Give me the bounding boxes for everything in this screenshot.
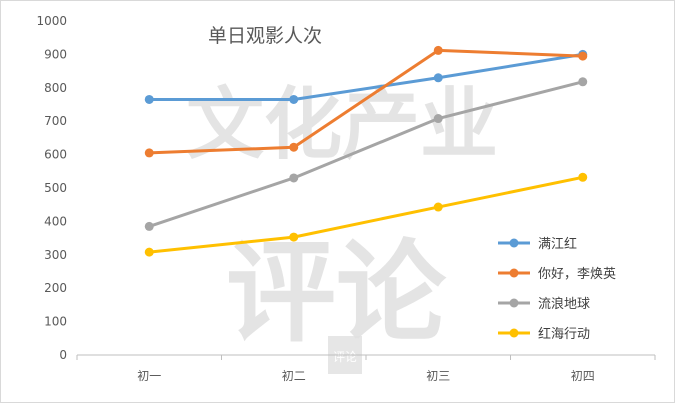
legend-item: 满江红 — [498, 236, 577, 252]
legend-label: 满江红 — [538, 236, 577, 252]
y-tick-label: 900 — [44, 47, 67, 61]
series-line — [147, 80, 585, 228]
data-point — [578, 51, 588, 61]
legend-swatch-marker — [509, 238, 519, 248]
data-point — [433, 45, 443, 55]
data-point — [289, 173, 299, 183]
series-line — [147, 48, 585, 155]
series-line — [147, 175, 585, 254]
y-tick-label: 1000 — [36, 14, 67, 28]
legend-label: 红海行动 — [538, 326, 590, 342]
series-3 — [144, 172, 588, 257]
watermark-bottom-text: 评论 — [226, 228, 447, 357]
data-point — [144, 247, 154, 257]
y-tick-label: 500 — [44, 181, 67, 195]
y-tick-label: 400 — [44, 214, 67, 228]
watermark: 文化产业 评论 评论 — [186, 79, 498, 374]
y-tick-label: 200 — [44, 281, 67, 295]
legend-item: 流浪地球 — [498, 297, 590, 312]
data-point — [289, 142, 299, 152]
data-point — [289, 94, 299, 104]
legend-swatch-marker — [509, 298, 519, 308]
series-line — [147, 52, 585, 101]
series-layer — [144, 45, 588, 257]
legend-item: 你好，李焕英 — [498, 267, 616, 282]
data-point — [289, 232, 299, 242]
legend-label: 流浪地球 — [538, 297, 590, 312]
y-tick-label: 100 — [44, 315, 67, 329]
watermark-top-text: 文化产业 — [186, 79, 498, 170]
data-point — [433, 73, 443, 83]
x-tick-label: 初二 — [282, 369, 306, 383]
chart-title: 单日观影人次 — [208, 25, 322, 47]
watermark-seal-text: 评论 — [333, 350, 357, 364]
y-tick-label: 0 — [59, 348, 67, 362]
y-tick-label: 800 — [44, 81, 67, 95]
y-tick-label: 700 — [44, 114, 67, 128]
data-point — [144, 221, 154, 231]
data-point — [433, 202, 443, 212]
data-point — [144, 94, 154, 104]
y-tick-label: 300 — [44, 248, 67, 262]
y-tick-label: 600 — [44, 148, 67, 162]
x-tick-label: 初一 — [137, 369, 161, 383]
legend-label: 你好，李焕英 — [538, 267, 616, 282]
data-point — [144, 148, 154, 158]
series-1 — [144, 45, 588, 158]
legend-swatch-marker — [509, 268, 519, 278]
series-2 — [144, 77, 588, 231]
legend-item: 红海行动 — [498, 326, 590, 342]
legend-swatch-marker — [509, 328, 519, 338]
x-tick-label: 初四 — [571, 369, 595, 383]
x-tick-label: 初三 — [426, 369, 450, 383]
data-point — [578, 77, 588, 87]
data-point — [578, 172, 588, 182]
axes: 0 100 200 300 400 500 600 700 800 900 1000 初一 初二 初三 初四 — [36, 14, 656, 383]
data-point — [433, 114, 443, 124]
